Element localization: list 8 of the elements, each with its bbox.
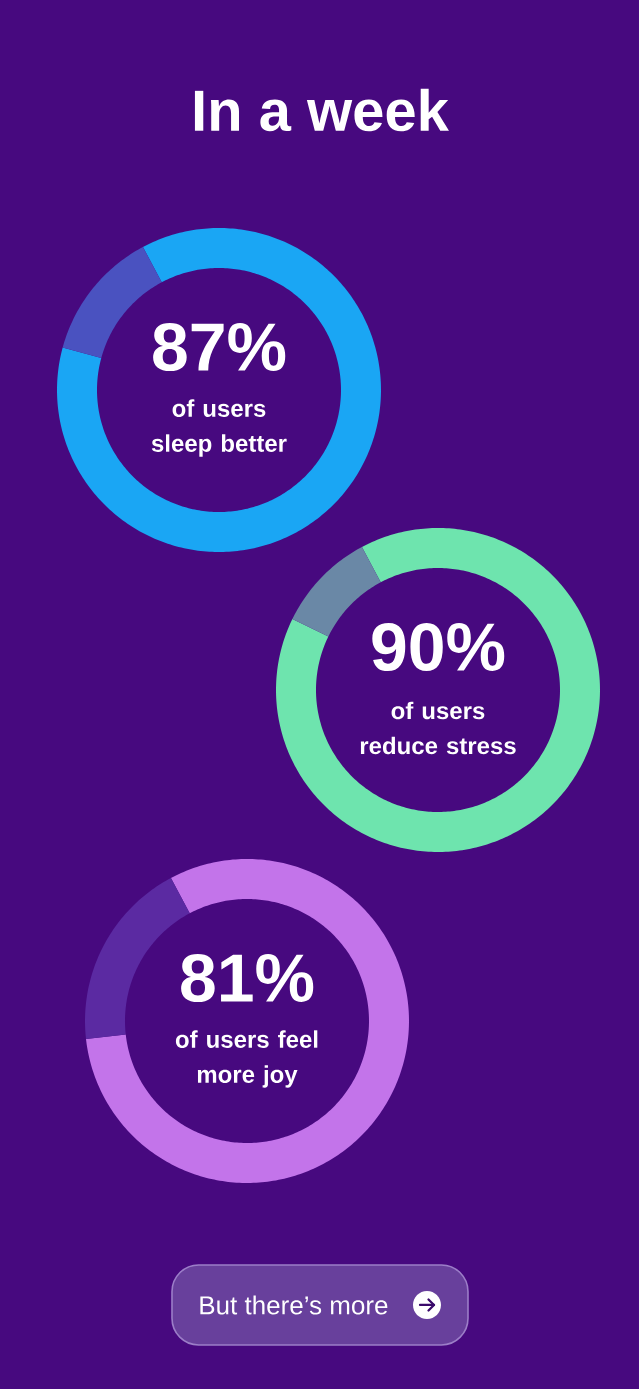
chart-title: In a week xyxy=(194,88,449,132)
data-label: 87% xyxy=(153,322,286,372)
slice-label: of users reduce stress xyxy=(360,701,516,755)
slice-label: of users sleep better xyxy=(151,399,287,457)
text: But there’s more xyxy=(200,1295,388,1315)
slice-label: of users feel more joy xyxy=(175,1030,318,1088)
data-label: 90% xyxy=(372,622,505,672)
data-label: 81% xyxy=(181,953,314,1003)
